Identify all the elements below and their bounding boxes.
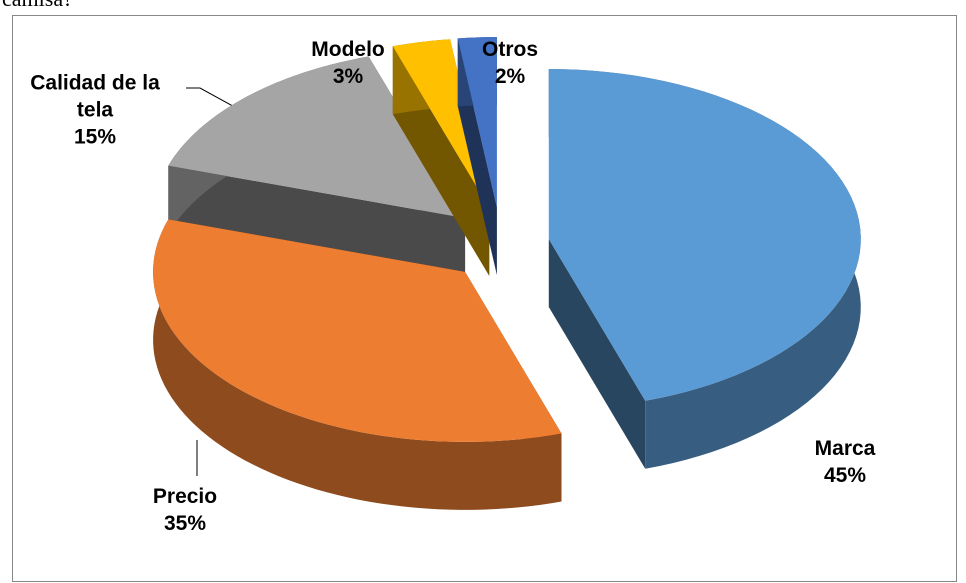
value-label: 2%	[494, 65, 526, 88]
slice-side	[548, 239, 646, 469]
pie-slice	[168, 56, 466, 287]
chart-frame	[12, 15, 957, 582]
data-label: Precio 35%	[153, 483, 217, 537]
category-name: Modelo	[311, 38, 385, 61]
slice-top	[548, 69, 861, 401]
slice-top	[457, 37, 497, 208]
slice-top	[153, 219, 562, 442]
category-name: Otros	[481, 38, 539, 61]
value-label: 15%	[73, 125, 117, 149]
data-label: Otros 2%	[482, 36, 538, 90]
pie-slice	[548, 69, 861, 469]
value-label: 45%	[823, 464, 867, 487]
value-label: 3%	[332, 65, 364, 88]
data-label: Modelo 3%	[311, 36, 385, 90]
pie-slice	[457, 37, 497, 276]
data-label: Calidad de la tela 15%	[15, 70, 175, 151]
slice-top	[168, 56, 466, 219]
header-text: camisa?	[2, 0, 73, 12]
category-name: Marca	[814, 437, 876, 460]
pie-slice	[153, 219, 562, 510]
slice-side	[168, 165, 466, 287]
data-label: Marca 45%	[815, 435, 876, 489]
slice-top	[392, 39, 490, 208]
value-label: 35%	[163, 512, 207, 535]
category-name: Calidad de la tela	[30, 71, 160, 122]
category-name: Precio	[152, 485, 218, 508]
slice-wall	[153, 219, 562, 510]
